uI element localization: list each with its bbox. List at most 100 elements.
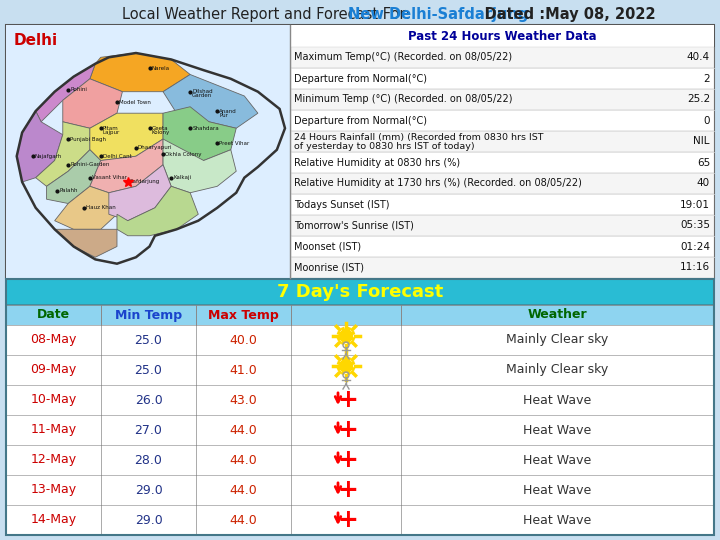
Bar xyxy=(6,475,714,505)
Bar xyxy=(6,25,290,278)
Text: 19:01: 19:01 xyxy=(680,199,710,210)
Polygon shape xyxy=(36,64,95,122)
Text: 11-May: 11-May xyxy=(30,423,76,436)
Text: Max Temp: Max Temp xyxy=(208,308,279,321)
Text: Tomorrow's Sunrise (IST): Tomorrow's Sunrise (IST) xyxy=(294,220,414,231)
Text: 40.4: 40.4 xyxy=(687,52,710,63)
Bar xyxy=(291,257,714,278)
Text: Model Town: Model Town xyxy=(119,100,151,105)
Text: Local Weather Report and Forecast For: New Delhi-Safdarjung    Dated :May 08, 20: Local Weather Report and Forecast For: N… xyxy=(48,6,672,22)
Bar xyxy=(6,415,714,445)
Bar xyxy=(6,325,714,355)
Text: 25.2: 25.2 xyxy=(687,94,710,105)
Bar xyxy=(291,152,714,173)
Text: +: + xyxy=(338,418,359,442)
Bar xyxy=(6,385,714,415)
Text: Pur: Pur xyxy=(220,112,228,118)
Text: 08-May: 08-May xyxy=(30,334,77,347)
Bar xyxy=(291,47,714,68)
Bar xyxy=(291,131,714,152)
Text: +: + xyxy=(338,478,359,502)
Text: Lajpur: Lajpur xyxy=(103,130,120,135)
Text: Departure from Normal(°C): Departure from Normal(°C) xyxy=(294,73,427,84)
Text: 13-May: 13-May xyxy=(30,483,76,496)
Circle shape xyxy=(340,360,352,372)
Polygon shape xyxy=(109,165,171,221)
Circle shape xyxy=(340,330,352,342)
Polygon shape xyxy=(163,139,236,193)
Text: Delhi: Delhi xyxy=(14,33,58,48)
Text: 09-May: 09-May xyxy=(30,363,76,376)
Bar xyxy=(291,89,714,110)
Text: Okhla Colony: Okhla Colony xyxy=(165,152,202,157)
Text: New Delhi-Safdarjung: New Delhi-Safdarjung xyxy=(348,6,528,22)
Bar xyxy=(291,236,714,257)
Text: 05:35: 05:35 xyxy=(680,220,710,231)
Text: Safdarjung: Safdarjung xyxy=(130,179,160,185)
Text: 25.0: 25.0 xyxy=(135,334,163,347)
Text: 40.0: 40.0 xyxy=(230,334,258,347)
Polygon shape xyxy=(63,79,122,128)
Polygon shape xyxy=(55,230,117,257)
Text: Pitam: Pitam xyxy=(103,126,119,131)
Text: Local Weather Report and Forecast For:: Local Weather Report and Forecast For: xyxy=(122,6,415,22)
Bar xyxy=(6,355,714,385)
Text: 2: 2 xyxy=(703,73,710,84)
Text: Hauz Khan: Hauz Khan xyxy=(86,205,116,210)
Text: Heat Wave: Heat Wave xyxy=(523,423,592,436)
Text: Minimum Temp (°C) (Recorded. on 08/05/22): Minimum Temp (°C) (Recorded. on 08/05/22… xyxy=(294,94,513,105)
Text: +: + xyxy=(338,508,359,532)
Text: Narela: Narela xyxy=(151,65,170,71)
Text: Departure from Normal(°C): Departure from Normal(°C) xyxy=(294,116,427,125)
Text: +: + xyxy=(338,388,359,412)
Text: Shahdara: Shahdara xyxy=(192,126,219,131)
Polygon shape xyxy=(47,150,101,204)
Polygon shape xyxy=(117,186,198,236)
Text: Mainly Clear sky: Mainly Clear sky xyxy=(506,334,608,347)
Text: Kalkaji: Kalkaji xyxy=(174,175,192,180)
Text: Dilshad: Dilshad xyxy=(192,89,213,94)
Polygon shape xyxy=(163,75,258,128)
Text: Dhaaryapuri: Dhaaryapuri xyxy=(138,145,173,150)
Text: 26.0: 26.0 xyxy=(135,394,163,407)
Text: Min Temp: Min Temp xyxy=(115,308,182,321)
Text: Maximum Temp(°C) (Recorded. on 08/05/22): Maximum Temp(°C) (Recorded. on 08/05/22) xyxy=(294,52,512,63)
Text: Past 24 Hours Weather Data: Past 24 Hours Weather Data xyxy=(408,30,597,43)
Text: Anand: Anand xyxy=(220,109,237,113)
Text: Moonset (IST): Moonset (IST) xyxy=(294,241,361,252)
Text: Date: Date xyxy=(37,308,70,321)
Text: 0: 0 xyxy=(703,116,710,125)
Text: Todays Sunset (IST): Todays Sunset (IST) xyxy=(294,199,390,210)
Text: Relative Humidity at 1730 hrs (%) (Recorded. on 08/05/22): Relative Humidity at 1730 hrs (%) (Recor… xyxy=(294,179,582,188)
Text: 29.0: 29.0 xyxy=(135,483,163,496)
Text: Najafgarh: Najafgarh xyxy=(35,154,62,159)
Text: 11:16: 11:16 xyxy=(680,262,710,273)
Polygon shape xyxy=(55,186,117,230)
Text: Punjabi Bagh: Punjabi Bagh xyxy=(71,137,107,141)
Bar xyxy=(291,215,714,236)
Bar xyxy=(291,194,714,215)
Bar xyxy=(291,68,714,89)
Text: Heat Wave: Heat Wave xyxy=(523,514,592,526)
Text: 28.0: 28.0 xyxy=(135,454,163,467)
Text: 44.0: 44.0 xyxy=(230,483,257,496)
Text: Mainly Clear sky: Mainly Clear sky xyxy=(506,363,608,376)
Text: 14-May: 14-May xyxy=(30,514,76,526)
Text: 25.0: 25.0 xyxy=(135,363,163,376)
Polygon shape xyxy=(36,122,90,186)
Text: NIL: NIL xyxy=(693,137,710,146)
Bar xyxy=(6,25,714,278)
Text: 40: 40 xyxy=(697,179,710,188)
Text: Heat Wave: Heat Wave xyxy=(523,483,592,496)
Text: 44.0: 44.0 xyxy=(230,514,257,526)
Text: of yesterday to 0830 hrs IST of today): of yesterday to 0830 hrs IST of today) xyxy=(294,141,474,151)
Bar xyxy=(6,279,714,305)
Text: +: + xyxy=(338,448,359,472)
Text: 44.0: 44.0 xyxy=(230,423,257,436)
Text: 43.0: 43.0 xyxy=(230,394,257,407)
Text: 12-May: 12-May xyxy=(30,454,76,467)
Text: Moonrise (IST): Moonrise (IST) xyxy=(294,262,364,273)
Text: 10-May: 10-May xyxy=(30,394,76,407)
Bar xyxy=(291,110,714,131)
Text: Heat Wave: Heat Wave xyxy=(523,394,592,407)
